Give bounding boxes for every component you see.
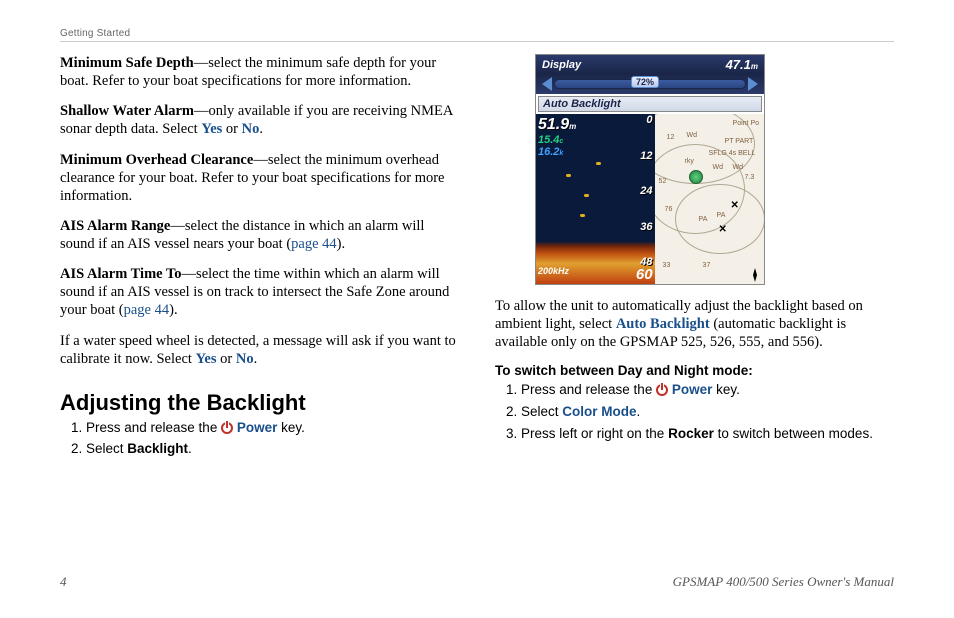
sonar-readouts: 51.9m 15.4c 16.2k (538, 116, 576, 158)
text: . (637, 404, 641, 419)
term: Shallow Water Alarm (60, 103, 194, 119)
arrow-right-icon (748, 77, 758, 91)
term: Minimum Overhead Clearance (60, 152, 253, 168)
arrow-left-icon (542, 77, 552, 91)
text: ). (337, 236, 345, 252)
key-power: Power (233, 420, 277, 435)
term: AIS Alarm Range (60, 218, 170, 234)
danger-icon: ✕ (719, 224, 727, 235)
fish-icon (596, 162, 601, 165)
text: or (217, 351, 236, 367)
chart-label: 52 (659, 178, 667, 185)
step: Select Color Mode. (521, 402, 894, 422)
right-column: Display 47.1m 72% Auto Backlight 51.9m 1… (495, 54, 894, 469)
fish-icon (566, 174, 571, 177)
power-icon (221, 422, 233, 434)
text: . (259, 121, 263, 137)
slider-thumb: 72% (631, 76, 659, 88)
para-auto-backlight: To allow the unit to automatically adjus… (495, 297, 894, 351)
fish-icon (584, 194, 589, 197)
text: key. (712, 382, 740, 397)
option-no: No (236, 351, 254, 367)
option-yes: Yes (196, 351, 217, 367)
key-color-mode: Color Mode (562, 404, 636, 419)
page-number: 4 (60, 574, 67, 590)
manual-title: GPSMAP 400/500 Series Owner's Manual (673, 574, 894, 590)
device-titlebar: Display 47.1m (536, 55, 764, 74)
chart-label: 76 (665, 206, 673, 213)
para-min-safe-depth: Minimum Safe Depth—select the minimum sa… (60, 54, 459, 90)
para-min-overhead: Minimum Overhead Clearance—select the mi… (60, 151, 459, 205)
option-yes: Yes (201, 121, 222, 137)
text: If a water speed wheel is detected, a me… (60, 333, 456, 367)
key-power: Power (668, 382, 712, 397)
step: Press and release the Power key. (521, 380, 894, 400)
sonar-bottom-bar: 200kHz 60 (538, 266, 653, 283)
danger-icon: ✕ (731, 200, 739, 211)
chart-label: SFLG 4s BELL (709, 150, 756, 157)
page-link[interactable]: page 44 (291, 236, 337, 252)
chart-label: Wd (713, 164, 724, 171)
chart-label: Wd (733, 164, 744, 171)
text: Press and release the (86, 420, 221, 435)
backlight-steps: Press and release the Power key. Select … (60, 418, 459, 459)
chart-label: PT PART (725, 138, 754, 145)
text: to switch between modes. (714, 426, 873, 441)
text: Press and release the (521, 382, 656, 397)
chart-label: Wd (687, 132, 698, 139)
chart-label: PA (717, 212, 726, 219)
para-shallow-water-alarm: Shallow Water Alarm—only available if yo… (60, 102, 459, 138)
text: ). (169, 302, 177, 318)
text: Select (521, 404, 562, 419)
key-backlight: Backlight (127, 441, 188, 456)
daynight-subhead: To switch between Day and Night mode: (495, 363, 894, 378)
option-no: No (242, 121, 260, 137)
slider-track: 72% (554, 79, 746, 89)
boat-icon (689, 170, 703, 184)
para-calibrate: If a water speed wheel is detected, a me… (60, 332, 459, 368)
chart-panel: ✕ ✕ Point Po PT PART SFLG 4s BELL Wd Wd Wd rky… (655, 114, 764, 284)
chart-label: 33 (663, 262, 671, 269)
device-title: Display (542, 59, 581, 71)
term: AIS Alarm Time To (60, 266, 182, 282)
key-rocker: Rocker (668, 426, 714, 441)
compass-icon (748, 268, 762, 282)
page-footer: 4 GPSMAP 400/500 Series Owner's Manual (60, 574, 894, 590)
para-ais-range: AIS Alarm Range—select the distance in w… (60, 217, 459, 253)
step: Select Backlight. (86, 439, 459, 459)
sonar-panel: 51.9m 15.4c 16.2k 0 12 24 36 48 (536, 114, 655, 284)
fish-icon (580, 214, 585, 217)
text: Select (86, 441, 127, 456)
para-ais-time-to: AIS Alarm Time To—select the time within… (60, 265, 459, 319)
daynight-steps: Press and release the Power key. Select … (495, 380, 894, 443)
backlight-slider: 72% (536, 74, 764, 94)
depth-ticks: 0 12 24 36 48 (640, 114, 652, 268)
power-icon (656, 384, 668, 396)
step: Press and release the Power key. (86, 418, 459, 438)
device-split-view: 51.9m 15.4c 16.2k 0 12 24 36 48 (536, 114, 764, 284)
step: Press left or right on the Rocker to swi… (521, 424, 894, 444)
text: . (188, 441, 192, 456)
header-breadcrumb: Getting Started (60, 28, 894, 42)
left-column: Minimum Safe Depth—select the minimum sa… (60, 54, 459, 469)
two-column-layout: Minimum Safe Depth—select the minimum sa… (60, 54, 894, 469)
chart-label: 12 (667, 134, 675, 141)
chart-label: 7.3 (745, 174, 755, 181)
chart-label: 37 (703, 262, 711, 269)
chart-label: rky (685, 158, 694, 165)
term: Minimum Safe Depth (60, 55, 194, 71)
section-backlight-title: Adjusting the Backlight (60, 390, 459, 416)
key-auto-backlight: Auto Backlight (616, 316, 710, 332)
text: key. (277, 420, 305, 435)
auto-backlight-row: Auto Backlight (538, 96, 762, 112)
text: Press left or right on the (521, 426, 668, 441)
chart-label: PA (699, 216, 708, 223)
text: or (222, 121, 241, 137)
device-screenshot: Display 47.1m 72% Auto Backlight 51.9m 1… (535, 54, 765, 285)
text: . (254, 351, 258, 367)
chart-label: Point Po (733, 120, 759, 127)
page-link[interactable]: page 44 (124, 302, 170, 318)
device-reading: 47.1m (726, 57, 758, 72)
